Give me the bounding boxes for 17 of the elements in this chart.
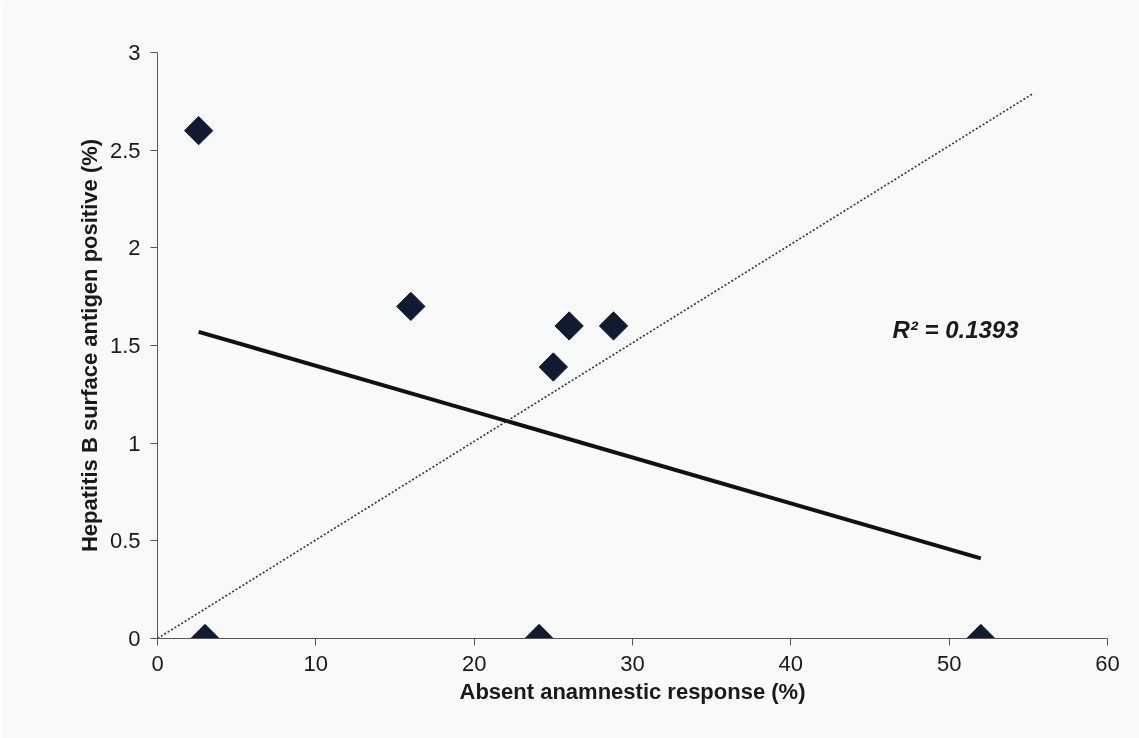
y-tick-label: 2.5 xyxy=(109,137,141,163)
y-tick-label: 3 xyxy=(128,40,141,65)
x-tick-label: 20 xyxy=(461,650,487,676)
annotation: R² = 0.1393 xyxy=(892,316,1020,343)
x-tick-label: 40 xyxy=(778,650,804,676)
x-tick-label: 0 xyxy=(151,650,164,676)
x-tick-label: 30 xyxy=(620,650,645,676)
x-tick-label: 50 xyxy=(936,650,962,676)
y-tick-label: 2 xyxy=(128,235,141,261)
x-tick-label: 10 xyxy=(303,650,329,676)
y-tick-label: 1 xyxy=(128,430,141,456)
x-tick-label: 60 xyxy=(1095,650,1120,676)
x-axis-title: Absent anamnestic response (%) xyxy=(459,678,806,704)
y-tick-label: 0 xyxy=(128,626,141,651)
y-tick-label: 0.5 xyxy=(109,528,141,554)
y-axis-title: Hepatitis B surface antigen positive (%) xyxy=(76,138,102,553)
y-tick-label: 1.5 xyxy=(109,333,141,358)
